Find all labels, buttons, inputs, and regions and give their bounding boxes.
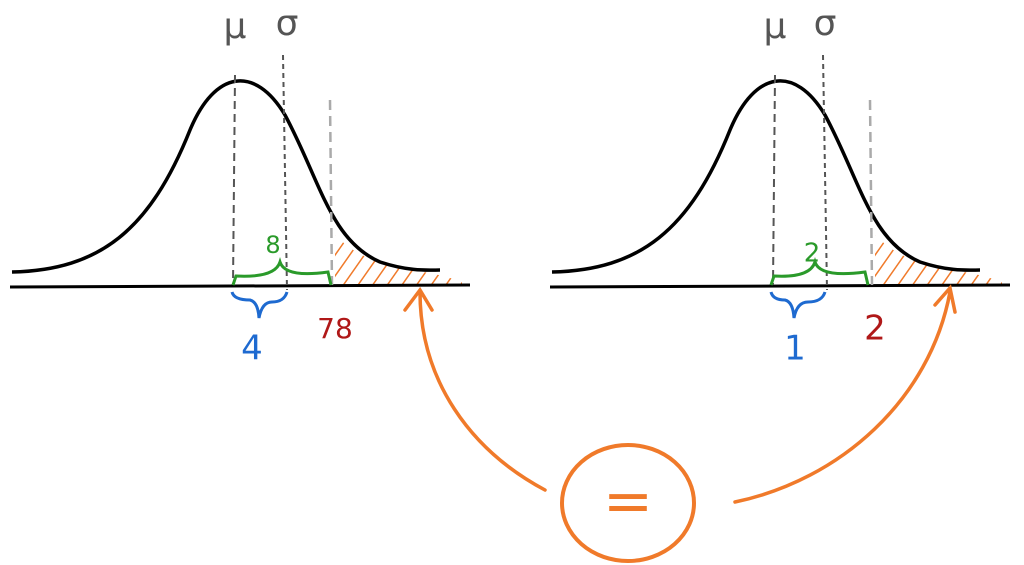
equals-circle	[560, 443, 696, 563]
sigma-line	[282, 54, 288, 291]
blue-brace	[769, 291, 827, 319]
sigma-line	[822, 54, 828, 291]
red-label: 2	[864, 309, 886, 349]
mu-label: μ	[764, 6, 787, 47]
mu-line	[232, 74, 236, 286]
curve	[11, 79, 441, 274]
mu-label: μ	[224, 6, 247, 47]
cutoff-line	[328, 99, 334, 286]
equals-sign: =	[603, 467, 653, 537]
red-label: 78	[317, 312, 353, 345]
baseline	[9, 283, 471, 289]
curve	[551, 79, 981, 274]
panel-left: μ σ 8 4 78	[9, 3, 471, 369]
sigma-label: σ	[276, 3, 299, 44]
blue-brace	[230, 291, 289, 319]
panel-right: μ σ 2 1 2	[549, 3, 1011, 369]
arrow-right	[733, 284, 957, 504]
green-label: 8	[265, 231, 280, 259]
blue-label: 4	[241, 329, 263, 369]
blue-label: 1	[784, 329, 806, 369]
green-label: 2	[804, 239, 821, 269]
green-brace	[769, 256, 870, 286]
mu-line	[772, 74, 776, 286]
sigma-label: σ	[814, 3, 837, 44]
baseline	[549, 283, 1011, 289]
green-brace	[231, 256, 333, 286]
tail-area	[335, 235, 462, 286]
tail-area	[875, 235, 1002, 286]
arrow-left	[403, 286, 547, 492]
cutoff-line	[868, 99, 874, 286]
